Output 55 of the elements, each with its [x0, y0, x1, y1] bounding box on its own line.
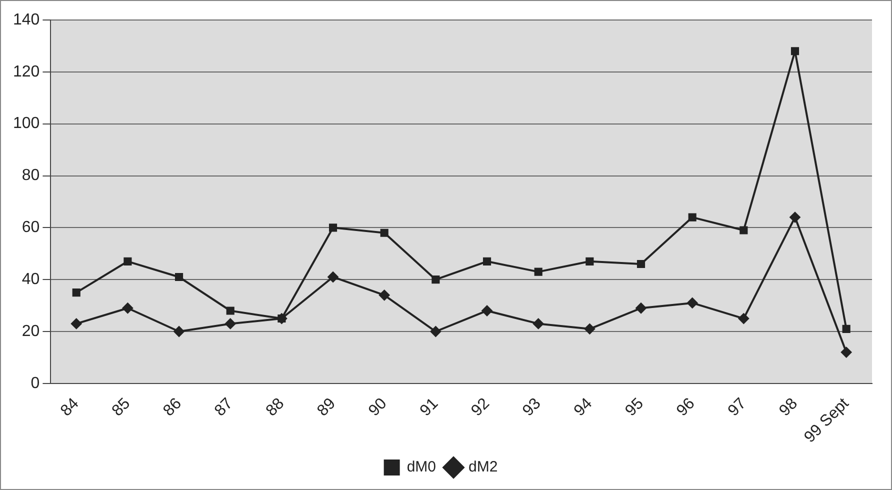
point: [636, 260, 646, 268]
point: [482, 257, 492, 266]
x-tick-label: 86: [160, 395, 186, 420]
point: [378, 290, 390, 301]
x-tick-label: 93: [520, 395, 544, 420]
point: [584, 323, 596, 334]
point: [70, 318, 82, 330]
point: [432, 276, 440, 284]
y-tick-label: 60: [22, 219, 40, 236]
point: [224, 318, 236, 330]
x-tick-label: 95: [622, 395, 648, 420]
x-tick-label: 85: [109, 395, 134, 420]
legend-label: dM0: [406, 458, 436, 476]
x-tick-label: 92: [468, 395, 494, 420]
point: [586, 257, 594, 266]
x-tick-label: 90: [366, 395, 390, 420]
y-tick-label: 100: [12, 115, 40, 132]
point: [380, 228, 388, 237]
point: [534, 268, 542, 276]
y-tick-label: 120: [12, 63, 40, 80]
legend-label: dM2: [468, 458, 498, 476]
x-tick-label: 91: [417, 395, 442, 420]
y-tick-label: 140: [12, 11, 40, 28]
point: [840, 346, 852, 358]
x-tick-label: 84: [58, 395, 82, 420]
x-tick-label: 87: [212, 395, 236, 420]
y-tick-label: 0: [30, 374, 40, 392]
x-tick-label: 94: [571, 395, 596, 420]
x-tick-label: 97: [725, 395, 750, 420]
x-tick-label: 96: [674, 395, 698, 420]
x-tick-label: 98: [776, 395, 802, 420]
point: [636, 302, 647, 314]
y-tick-label: 80: [22, 167, 40, 184]
point: [124, 257, 132, 266]
y-tick-label: 40: [22, 270, 40, 288]
point: [328, 271, 339, 282]
point: [226, 306, 234, 315]
point: [122, 302, 134, 314]
x-tick-label: 89: [314, 395, 340, 420]
point: [532, 318, 544, 330]
point: [738, 313, 750, 324]
point: [328, 224, 338, 232]
point: [430, 326, 442, 338]
point: [790, 47, 800, 56]
point: [740, 226, 748, 234]
y-tick-label: 20: [22, 322, 40, 340]
point: [72, 288, 80, 297]
point: [688, 213, 696, 222]
point: [686, 297, 698, 308]
point: [842, 324, 850, 333]
point: [174, 326, 185, 338]
x-tick-label: 88: [263, 395, 288, 420]
point: [790, 212, 801, 223]
point: [482, 305, 493, 316]
point: [174, 272, 184, 282]
